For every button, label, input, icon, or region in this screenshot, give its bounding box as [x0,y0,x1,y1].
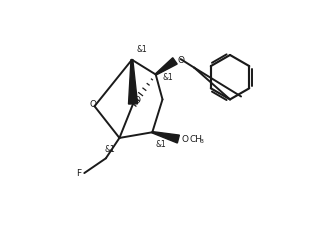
Polygon shape [128,60,137,105]
Text: &1: &1 [155,139,166,148]
Text: CH: CH [190,134,203,143]
Text: O: O [134,96,141,105]
Text: O: O [177,55,184,64]
Text: &1: &1 [162,73,173,82]
Text: &1: &1 [136,45,147,54]
Text: 3: 3 [200,139,204,144]
Polygon shape [155,59,177,76]
Polygon shape [152,132,179,143]
Text: O: O [89,100,96,109]
Text: F: F [76,168,81,177]
Text: &1: &1 [104,145,115,154]
Text: O: O [182,134,189,143]
